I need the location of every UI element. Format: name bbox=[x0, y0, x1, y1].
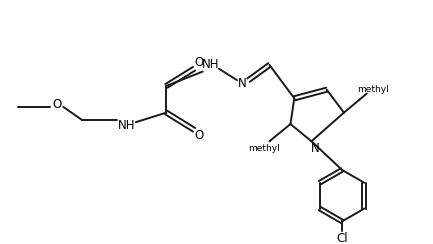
Text: N: N bbox=[239, 78, 247, 91]
Text: methyl: methyl bbox=[248, 144, 280, 153]
Text: O: O bbox=[194, 129, 204, 142]
Text: Cl: Cl bbox=[336, 232, 348, 244]
Text: O: O bbox=[194, 57, 204, 70]
Text: NH: NH bbox=[117, 120, 135, 132]
Text: methyl: methyl bbox=[357, 85, 388, 94]
Text: O: O bbox=[52, 99, 61, 112]
Text: NH: NH bbox=[201, 58, 219, 71]
Text: N: N bbox=[311, 142, 320, 155]
